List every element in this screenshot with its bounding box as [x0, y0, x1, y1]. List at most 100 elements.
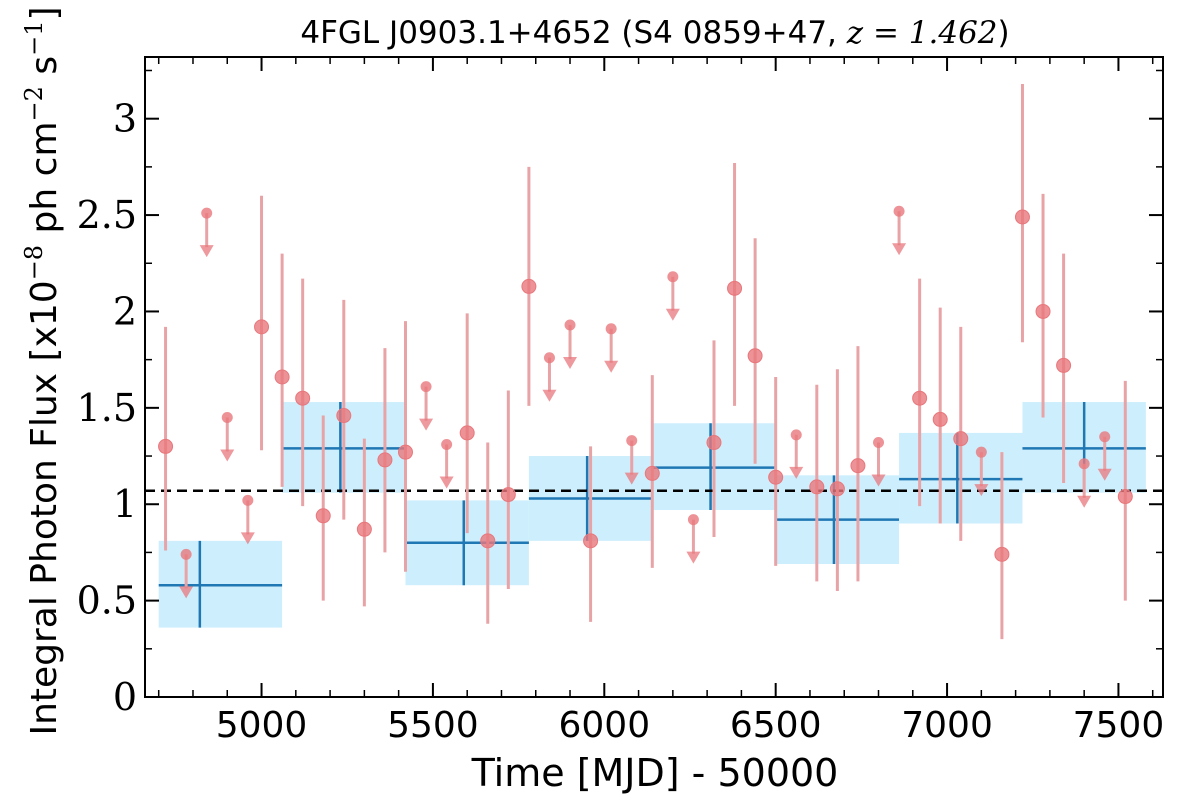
- upper-limit-6: [542, 352, 557, 402]
- upper-limit-point: [605, 323, 617, 335]
- upper-limit-point: [201, 207, 213, 219]
- upper-limit-arrow: [686, 551, 701, 564]
- detection-14: [644, 375, 660, 568]
- detection-4: [315, 415, 331, 601]
- detection-25: [994, 452, 1010, 640]
- upper-limit-1: [199, 207, 214, 258]
- upper-limit-arrow: [974, 484, 989, 497]
- upper-limit-arrow: [240, 532, 255, 545]
- chart-title-redshift: z = 1.462: [846, 15, 998, 51]
- detection-28: [1056, 253, 1072, 484]
- detection-23: [932, 307, 948, 524]
- upper-limit-point: [975, 446, 987, 458]
- detection-point: [500, 487, 516, 503]
- detection-point: [727, 280, 743, 296]
- plot-frame: [144, 56, 1164, 698]
- y-tick-label: 0: [113, 675, 137, 719]
- y-tick-label: 1: [113, 482, 137, 526]
- detection-point: [850, 458, 866, 474]
- detection-10: [480, 442, 496, 624]
- upper-limit-arrow: [199, 245, 214, 258]
- detection-point: [829, 481, 845, 497]
- upper-limit-arrow: [563, 356, 578, 369]
- x-axis-label: Time [MJD] - 50000: [471, 751, 839, 795]
- detection-18: [768, 377, 784, 566]
- detection-15: [706, 340, 722, 537]
- detection-point: [295, 390, 311, 406]
- upper-limit-point: [626, 435, 638, 447]
- detection-point: [953, 431, 969, 447]
- upper-limit-arrow: [892, 243, 907, 256]
- upper-limit-arrow: [1077, 495, 1092, 508]
- detection-point: [356, 521, 372, 537]
- upper-limit-arrow: [665, 308, 680, 321]
- upper-limit-arrow: [419, 418, 434, 431]
- y-axis-label-mid: ph cm: [24, 121, 65, 244]
- detection-9: [459, 313, 475, 534]
- detection-16: [727, 163, 743, 406]
- detection-point: [706, 435, 722, 451]
- upper-limit-point: [242, 494, 254, 506]
- detection-point: [809, 479, 825, 495]
- upper-limit-8: [604, 323, 619, 373]
- axes-layer: 5000 5500 6000 6500 7000 7500 0 0.5 1 1.5 2 2.5 3: [77, 56, 1165, 746]
- detection-8: [397, 321, 413, 572]
- detection-point: [254, 319, 270, 335]
- upper-limit-point: [1099, 431, 1111, 443]
- detection-point: [397, 444, 413, 460]
- y-tick-label: 0.5: [77, 579, 137, 623]
- detection-point: [480, 533, 496, 549]
- detection-point: [377, 452, 393, 468]
- detection-26: [1014, 83, 1030, 343]
- upper-limit-point: [420, 381, 432, 393]
- x-tick-label: 7500: [1073, 705, 1165, 746]
- upper-limit-point: [543, 352, 555, 364]
- detection-13: [583, 446, 599, 622]
- upper-limit-0: [179, 548, 194, 599]
- detection-point: [521, 278, 537, 294]
- detection-point: [1014, 209, 1030, 225]
- detection-point: [994, 546, 1010, 562]
- detection-point: [912, 390, 928, 406]
- detection-point: [274, 369, 290, 385]
- upper-limit-point: [893, 205, 905, 217]
- detections-layer: [158, 83, 1133, 640]
- upper-limit-point: [180, 548, 192, 560]
- detection-12: [521, 166, 537, 406]
- y-axis-label-exp3: −1: [20, 21, 48, 56]
- detection-point: [768, 469, 784, 485]
- upper-limit-point: [221, 411, 233, 423]
- upper-limit-5: [439, 438, 454, 489]
- detection-point: [932, 411, 948, 427]
- detection-2: [274, 253, 290, 487]
- y-tick-label: 2.5: [77, 193, 137, 237]
- upper-limit-13: [871, 437, 886, 487]
- detection-3: [295, 278, 311, 507]
- detection-19: [809, 384, 825, 582]
- upper-limit-3: [240, 494, 255, 545]
- y-tick-label: 1.5: [77, 386, 137, 430]
- upper-limit-arrow: [542, 389, 557, 402]
- upper-limit-9: [624, 435, 639, 485]
- y-axis-label-exp1: −8: [20, 245, 48, 280]
- upper-limit-arrow: [220, 449, 235, 462]
- upper-limit-10: [665, 271, 680, 321]
- detection-point: [459, 425, 475, 441]
- detection-24: [953, 326, 969, 541]
- detection-point: [1117, 489, 1133, 505]
- upper-limit-point: [1078, 458, 1090, 470]
- y-tick-label: 3: [113, 97, 137, 141]
- detection-11: [500, 390, 516, 590]
- upper-limit-arrow: [789, 466, 804, 479]
- y-axis-label: Integral Photon Flux [x10−8 ph cm−2 s−1]: [20, 6, 65, 735]
- chart-title: 4FGL J0903.1+4652 (S4 0859+47, z = 1.462…: [300, 15, 1009, 51]
- y-tick-label: 2: [113, 289, 137, 333]
- upper-limit-15: [974, 446, 989, 497]
- upper-limit-17: [1097, 431, 1112, 481]
- upper-limit-point: [667, 271, 679, 283]
- upper-limit-point: [687, 514, 699, 526]
- detection-point: [583, 533, 599, 549]
- detection-27: [1035, 193, 1051, 418]
- detection-point: [747, 348, 763, 364]
- upper-limit-arrow: [179, 586, 194, 599]
